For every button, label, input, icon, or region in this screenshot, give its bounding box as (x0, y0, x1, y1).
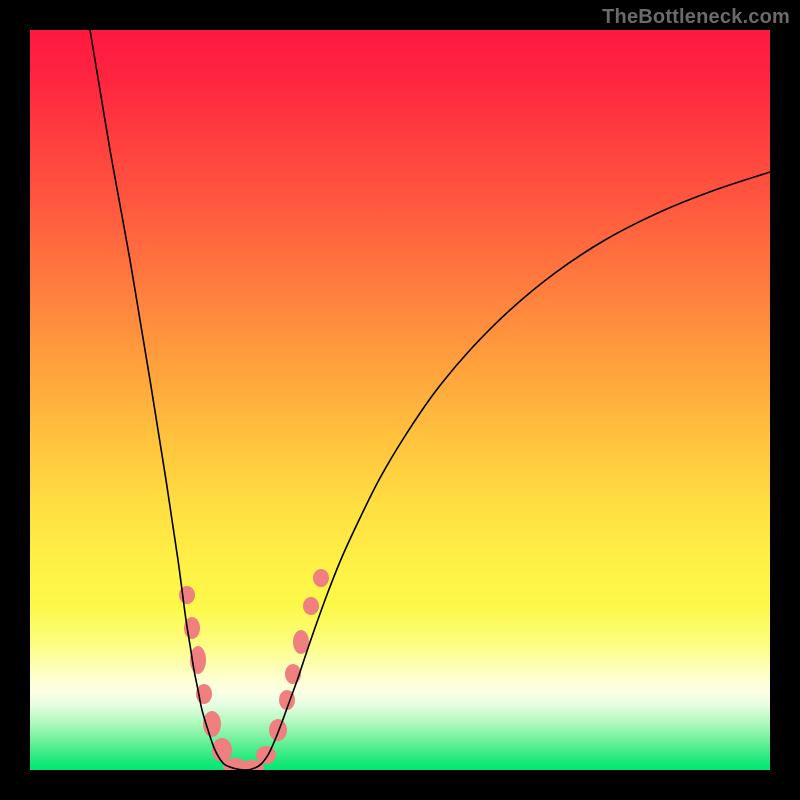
data-marker (313, 569, 329, 587)
data-marker (303, 597, 319, 615)
chart-svg (30, 30, 770, 770)
chart-frame: TheBottleneck.com (0, 0, 800, 800)
background-gradient (30, 30, 770, 770)
data-marker (269, 719, 287, 741)
data-marker (256, 746, 276, 764)
watermark-text: TheBottleneck.com (602, 6, 790, 29)
plot-area (30, 30, 770, 770)
